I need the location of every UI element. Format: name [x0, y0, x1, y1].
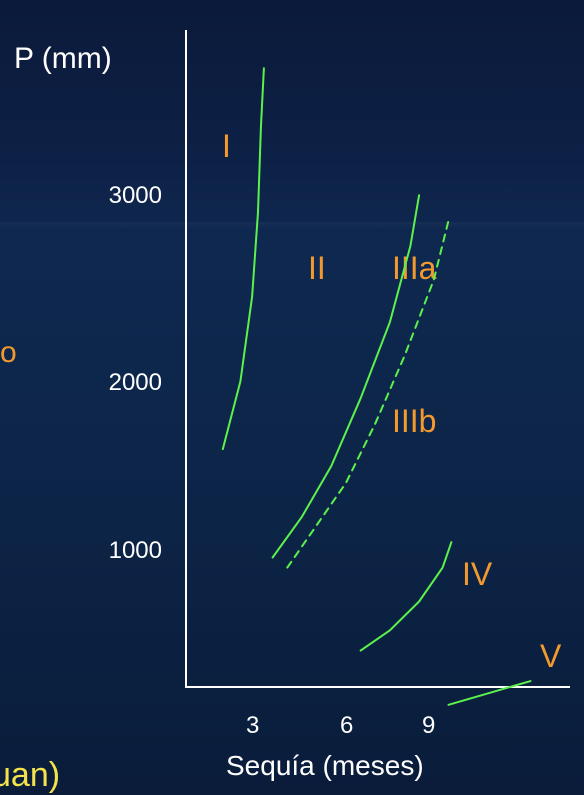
boundary-curve-4 — [359, 541, 453, 652]
boundary-curve-2 — [271, 194, 421, 559]
x-tick-label: 3 — [246, 712, 260, 739]
x-axis-label: Sequía (meses) — [226, 750, 424, 781]
boundary-curve-3 — [286, 219, 450, 569]
boundary-curve-5 — [447, 680, 532, 706]
y-tick-label: 1000 — [108, 537, 162, 564]
y-axis-label: P (mm) — [14, 42, 112, 75]
y-tick-label: 3000 — [108, 182, 162, 209]
region-label: IV — [462, 556, 493, 592]
region-label: V — [540, 638, 562, 674]
y-tick-label: 2000 — [108, 369, 162, 396]
text-fragment-o: o — [0, 336, 17, 369]
text-fragment-uan: uan) — [0, 756, 61, 794]
x-tick-label: 6 — [340, 712, 354, 739]
boundary-curve-1 — [221, 67, 265, 451]
header-band — [0, 222, 584, 230]
region-label: IIIb — [392, 403, 437, 439]
region-label: II — [308, 250, 326, 286]
x-tick-label: 9 — [422, 712, 436, 739]
region-label: IIIa — [392, 250, 437, 286]
region-label: I — [222, 128, 231, 164]
